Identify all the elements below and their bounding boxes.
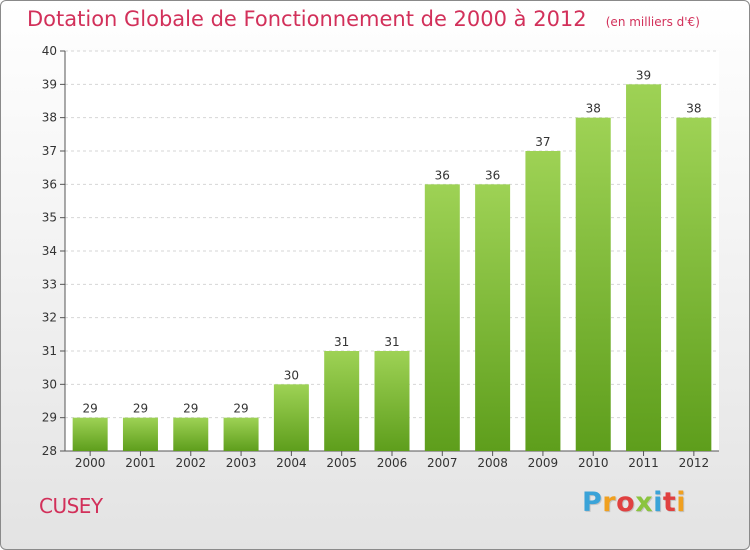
bar-2011 [626, 84, 662, 451]
logo-letter: i [676, 487, 687, 518]
commune-name: CUSEY [39, 494, 103, 518]
bar-2000 [72, 417, 108, 451]
data-label: 38 [686, 102, 701, 116]
x-tick-label: 2011 [628, 456, 659, 470]
chart-subtitle: (en milliers d'€) [605, 15, 700, 29]
x-tick-label: 2004 [276, 456, 307, 470]
data-labels: 29 29 29 29 30 31 31 36 36 37 38 39 38 [83, 68, 702, 415]
bar-2012 [676, 117, 712, 452]
logo-letter: o [616, 487, 636, 518]
y-tick-label: 39 [42, 77, 57, 91]
y-tick-label: 33 [42, 277, 57, 291]
x-tick-label: 2008 [477, 456, 508, 470]
data-label: 36 [485, 168, 500, 182]
logo-letter: r [602, 487, 617, 518]
x-tick-label: 2012 [679, 456, 710, 470]
bar-2010 [575, 117, 611, 452]
y-tick-label: 35 [42, 211, 57, 225]
x-tick-label: 2007 [427, 456, 458, 470]
y-tick-label: 31 [42, 344, 57, 358]
bars [72, 84, 712, 452]
x-tick-label: 2003 [226, 456, 257, 470]
bar-2003 [223, 417, 259, 451]
logo-letter: P [582, 487, 603, 518]
bar-2004 [273, 384, 309, 451]
x-tick-label: 2002 [175, 456, 206, 470]
y-tick-label: 40 [42, 44, 57, 58]
logo-letter: x [635, 487, 654, 518]
data-label: 29 [183, 402, 198, 416]
bar-2009 [525, 151, 561, 451]
logo-letter: t [662, 487, 677, 518]
bar-2008 [475, 184, 511, 452]
proxiti-logo: Proxiti [582, 487, 686, 518]
x-tick-label: 2006 [377, 456, 408, 470]
x-tick-label: 2001 [125, 456, 156, 470]
data-label: 38 [586, 102, 601, 116]
y-tick-label: 28 [42, 444, 57, 458]
y-tick-label: 36 [42, 177, 57, 191]
data-label: 29 [83, 402, 98, 416]
data-label: 29 [233, 402, 248, 416]
bar-2006 [374, 351, 410, 451]
y-tick-label: 37 [42, 144, 57, 158]
axes: 28 29 30 31 32 33 34 35 36 37 38 39 40 2000 2001 2002 20… [42, 44, 719, 470]
x-tick-label: 2009 [528, 456, 559, 470]
data-label: 29 [133, 402, 148, 416]
y-tick-label: 34 [42, 244, 57, 258]
y-tick-label: 30 [42, 377, 57, 391]
chart-title: Dotation Globale de Fonctionnement de 20… [27, 7, 587, 31]
bar-2007 [424, 184, 460, 452]
bar-2001 [122, 417, 158, 451]
bar-2005 [324, 351, 360, 451]
bar-2002 [173, 417, 209, 451]
data-label: 39 [636, 68, 651, 82]
data-label: 30 [284, 368, 299, 382]
x-tick-label: 2010 [578, 456, 609, 470]
y-tick-label: 38 [42, 111, 57, 125]
title-row: Dotation Globale de Fonctionnement de 20… [27, 7, 700, 31]
data-label: 31 [334, 335, 349, 349]
data-label: 31 [384, 335, 399, 349]
data-label: 37 [535, 135, 550, 149]
x-tick-label: 2000 [75, 456, 106, 470]
x-tick-label: 2005 [326, 456, 357, 470]
logo-letter: i [653, 487, 663, 518]
y-tick-label: 29 [42, 411, 57, 425]
data-label: 36 [435, 168, 450, 182]
y-tick-label: 32 [42, 311, 57, 325]
